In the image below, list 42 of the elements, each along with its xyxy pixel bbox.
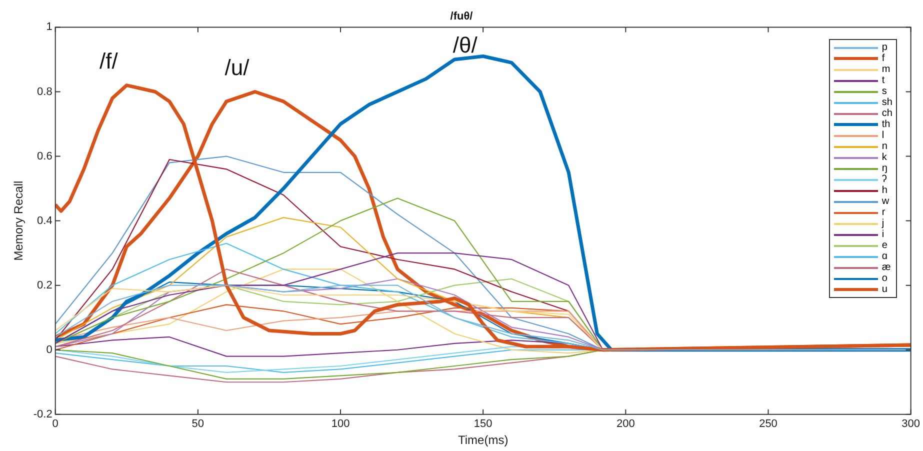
x-tick-label: 100 bbox=[331, 418, 350, 430]
y-axis-title: Memory Recall bbox=[12, 180, 26, 261]
legend-label: r bbox=[882, 207, 886, 218]
annotation: /θ/ bbox=[452, 32, 478, 58]
legend-label: m bbox=[882, 64, 890, 76]
legend-label: sh bbox=[882, 97, 892, 108]
legend-label: p bbox=[882, 42, 888, 54]
legend-label: ŋ bbox=[882, 163, 888, 174]
legend-label: ʔ bbox=[882, 174, 887, 186]
x-tick-label: 150 bbox=[474, 418, 492, 430]
annotation: /u/ bbox=[224, 54, 250, 80]
legend-label: th bbox=[882, 119, 890, 130]
legend-label: u bbox=[882, 284, 888, 296]
x-tick-label: 300 bbox=[902, 418, 920, 430]
x-axis-title: Time(ms) bbox=[458, 433, 508, 448]
x-tick-label: 250 bbox=[759, 418, 778, 430]
legend-label: w bbox=[882, 196, 890, 208]
legend-label: t bbox=[882, 75, 885, 86]
y-tick-label: 0.6 bbox=[37, 150, 52, 162]
y-tick-label: -0.2 bbox=[33, 408, 52, 420]
annotation: /f/ bbox=[99, 48, 119, 74]
legend-label: æ bbox=[882, 262, 891, 274]
y-tick-label: 0.2 bbox=[37, 279, 52, 292]
legend-label: f bbox=[882, 53, 885, 64]
legend-label: s bbox=[882, 86, 887, 98]
y-tick-label: 0.4 bbox=[37, 214, 52, 227]
legend-label: e bbox=[882, 240, 888, 252]
x-tick-label: 50 bbox=[192, 418, 204, 430]
legend-label: i bbox=[882, 229, 884, 240]
legend-label: o bbox=[882, 273, 888, 284]
legend-label: ɑ bbox=[882, 251, 888, 262]
y-tick-label: 0 bbox=[46, 344, 52, 356]
legend-label: k bbox=[882, 152, 887, 164]
y-tick-label: 1 bbox=[46, 21, 52, 34]
legend-label: l bbox=[882, 130, 884, 142]
legend-label: ch bbox=[882, 108, 892, 120]
legend-label: h bbox=[882, 185, 888, 196]
legend-label: j bbox=[882, 218, 884, 230]
y-tick-label: 0.8 bbox=[37, 86, 52, 98]
legend-label: n bbox=[882, 141, 888, 152]
x-tick-label: 200 bbox=[616, 418, 635, 430]
chart-title: /fuθ/ bbox=[450, 10, 473, 23]
